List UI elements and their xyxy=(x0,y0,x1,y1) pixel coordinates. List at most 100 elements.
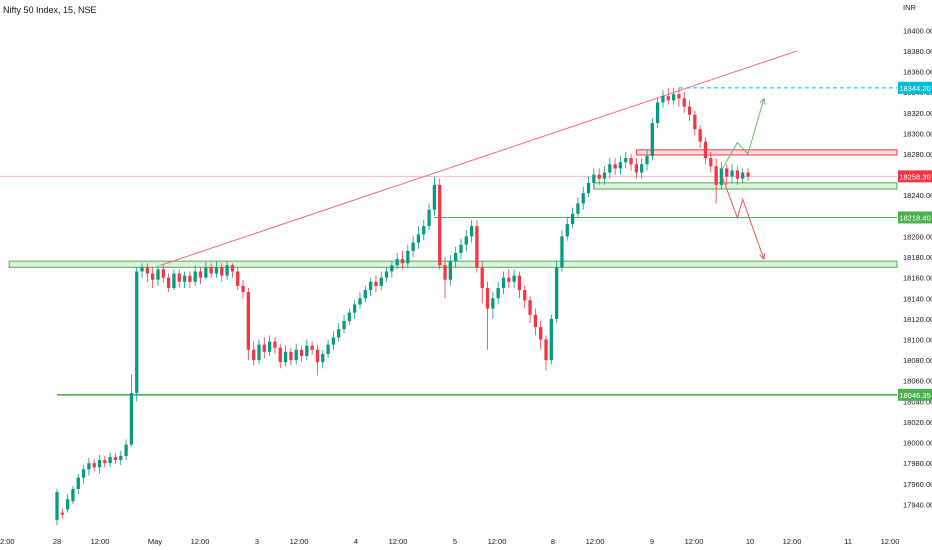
candle-body xyxy=(655,102,660,124)
candle-body xyxy=(448,261,452,280)
candle-body xyxy=(246,292,251,350)
candle-body xyxy=(188,275,192,282)
candle-body xyxy=(294,349,298,361)
candle-body xyxy=(687,106,692,115)
candle-body xyxy=(204,267,208,278)
candle-body xyxy=(177,273,181,282)
candle-body xyxy=(544,339,548,361)
candle-body xyxy=(459,244,463,253)
candle-body xyxy=(305,345,309,356)
candle-body xyxy=(193,271,197,282)
candle-body xyxy=(741,172,745,179)
candle-body xyxy=(554,267,559,319)
arrow-head-red xyxy=(759,253,766,261)
candle-body xyxy=(565,224,569,237)
x-tick-label: May xyxy=(148,537,162,546)
x-tick-label: 5 xyxy=(453,537,457,546)
candle-body xyxy=(618,162,623,169)
candle-body xyxy=(129,393,134,445)
candle-body xyxy=(310,345,314,350)
projection-arrow-green xyxy=(720,98,765,171)
y-tick-label: 18240.00 xyxy=(903,191,932,200)
candle-body xyxy=(113,456,118,461)
candle-body xyxy=(454,252,458,262)
x-tick-label: 8 xyxy=(551,537,555,546)
candle-body xyxy=(645,156,649,165)
x-tick-label: 12:00 xyxy=(488,537,507,546)
candle-body xyxy=(358,298,362,305)
candle-body xyxy=(342,320,346,330)
x-tick-label: 12:00 xyxy=(389,537,408,546)
y-tick-label: 18300.00 xyxy=(903,129,932,138)
candle-body xyxy=(496,287,500,299)
candle-body xyxy=(374,281,378,286)
y-tick-label: 18120.00 xyxy=(903,315,932,324)
candle-body xyxy=(209,267,213,274)
candle-body xyxy=(501,277,506,288)
candle-body xyxy=(103,460,107,464)
candle-body xyxy=(560,236,564,268)
candle-body xyxy=(533,314,538,328)
candle-body xyxy=(480,267,484,288)
candle-body xyxy=(273,341,277,348)
candle-body xyxy=(746,172,750,177)
candle-body xyxy=(230,265,235,272)
y-tick-label: 18320.00 xyxy=(903,109,932,118)
candle-body xyxy=(225,265,229,276)
candle-body xyxy=(640,164,644,173)
candle-body xyxy=(172,273,176,288)
candle-body xyxy=(108,456,112,464)
y-tick-label: 18180.00 xyxy=(903,253,932,262)
candle-body xyxy=(411,242,415,251)
candle-body xyxy=(331,337,336,345)
x-tick-label: 9 xyxy=(650,537,654,546)
candle-body xyxy=(384,271,389,278)
candle-body xyxy=(353,304,357,313)
candle-body xyxy=(347,312,351,321)
candle-body xyxy=(97,460,102,468)
x-axis: 2:00 28 12:00 May 12:00 3 12:00 4 12:00 5 12:00 8 12… xyxy=(0,537,899,546)
trendline xyxy=(160,50,798,266)
y-tick-label: 18140.00 xyxy=(903,294,932,303)
y-tick-label: 18000.00 xyxy=(903,439,932,448)
candle-body xyxy=(539,327,543,340)
zone-green xyxy=(8,260,898,268)
candle-body xyxy=(151,273,155,280)
candle-body xyxy=(182,275,187,282)
price-label xyxy=(898,170,932,183)
x-tick-label: 12:00 xyxy=(586,537,605,546)
x-tick-label: 12:00 xyxy=(191,537,210,546)
candle-body xyxy=(475,226,479,268)
x-tick-label: 2:00 xyxy=(0,537,15,546)
candle-body xyxy=(613,164,617,169)
candle-body xyxy=(135,271,139,394)
y-tick-label: 18040.00 xyxy=(903,397,932,406)
candle-body xyxy=(693,114,697,130)
candle-body xyxy=(464,236,468,245)
chart-title: Nifty 50 Index, 15, NSE xyxy=(3,5,97,15)
y-tick-label: 18280.00 xyxy=(903,150,932,159)
candle-body xyxy=(161,269,165,278)
candle-body xyxy=(390,265,394,272)
candle-body xyxy=(549,318,553,361)
candle-body xyxy=(512,275,516,282)
arrow-head-green xyxy=(759,97,766,105)
projection-arrow-red xyxy=(720,174,765,260)
candle-body xyxy=(671,94,676,101)
candle-body xyxy=(634,164,639,173)
price-label xyxy=(898,211,932,224)
candle-body xyxy=(71,488,75,502)
candle-body xyxy=(315,349,320,363)
candle-body xyxy=(257,344,261,361)
candle-body xyxy=(422,226,426,235)
candle-body xyxy=(427,209,431,227)
candle-body xyxy=(140,267,144,272)
price-label-text: 18218.40 xyxy=(899,213,930,222)
candle-body xyxy=(379,277,383,286)
candle-body xyxy=(252,349,256,361)
candle-body xyxy=(528,300,532,315)
x-tick-label: 12:00 xyxy=(91,537,110,546)
candle-body xyxy=(220,267,224,276)
